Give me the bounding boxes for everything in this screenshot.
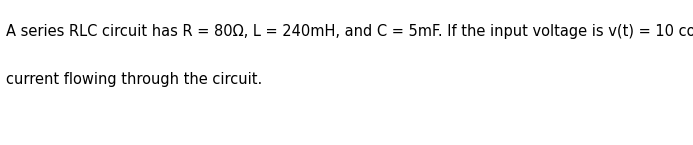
Text: A series RLC circuit has R = 80Ω, L = 240mH, and C = 5mF. If the input voltage i: A series RLC circuit has R = 80Ω, L = 24… xyxy=(6,24,693,39)
Text: current flowing through the circuit.: current flowing through the circuit. xyxy=(6,72,262,87)
